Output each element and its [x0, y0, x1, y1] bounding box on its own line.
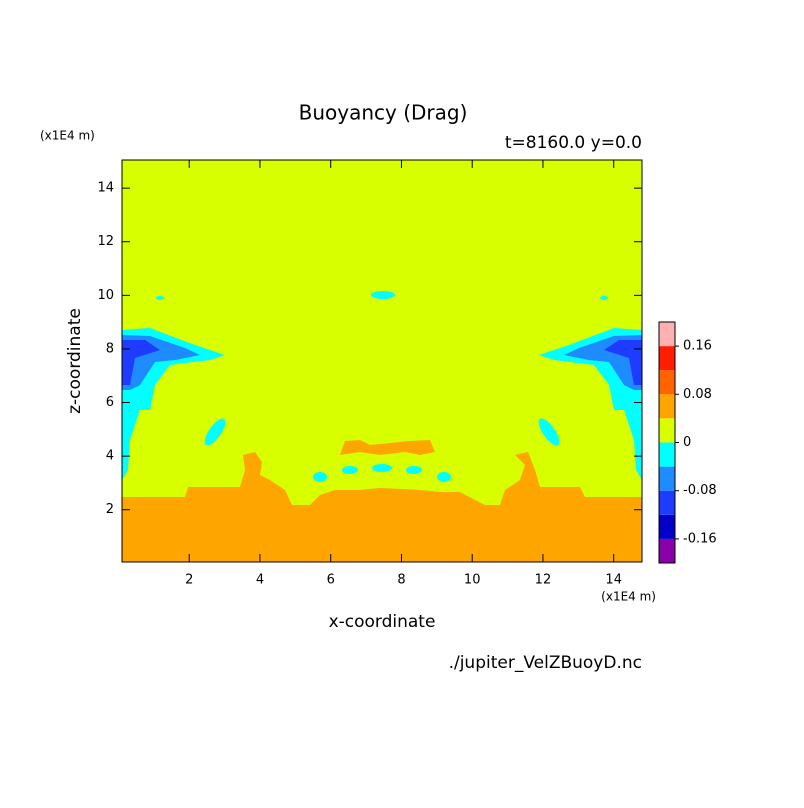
chart-subtitle: t=8160.0 y=0.0	[505, 133, 642, 153]
colorbar-band	[659, 370, 675, 395]
x-tick-label: 12	[535, 573, 552, 588]
colorbar-band	[659, 442, 675, 467]
y-tick-label: 4	[106, 449, 114, 464]
contour-region	[538, 418, 560, 446]
colorbar-band	[659, 322, 675, 347]
colorbar-band	[659, 514, 675, 539]
colorbar-band	[659, 466, 675, 491]
source-label: ./jupiter_VelZBuoyD.nc	[449, 653, 642, 673]
plot-frame	[121, 159, 643, 563]
contour-region	[372, 464, 392, 472]
contour-region	[340, 440, 435, 455]
contour-region	[313, 472, 327, 482]
x-tick-label: 2	[185, 573, 193, 588]
colorbar-band	[659, 418, 675, 443]
x-tick-label: 4	[256, 573, 264, 588]
contour-field	[122, 160, 642, 562]
y-tick-label: 2	[106, 502, 114, 517]
colorbar-band	[659, 394, 675, 419]
colorbar-tick-label: -0.16	[683, 531, 717, 546]
contour-region	[371, 291, 395, 299]
contour-region	[204, 418, 226, 446]
contour-region	[406, 466, 422, 474]
y-tick-label: 10	[97, 288, 114, 303]
x-axis-label: x-coordinate	[329, 612, 436, 632]
colorbar-band	[659, 490, 675, 515]
y-unit: (x1E4 m)	[40, 129, 95, 143]
colorbar-tick-label: 0.08	[683, 387, 712, 402]
x-tick-label: 10	[464, 573, 481, 588]
colorbar-tick-label: 0	[683, 435, 691, 450]
x-tick-label: 14	[605, 573, 622, 588]
colorbar-band	[659, 538, 675, 563]
colorbar-tick-label: 0.16	[683, 339, 712, 354]
y-axis-label: z-coordinate	[65, 308, 85, 414]
x-tick-label: 6	[327, 573, 335, 588]
y-tick-label: 14	[97, 181, 114, 196]
x-tick-label: 8	[397, 573, 405, 588]
y-tick-label: 8	[106, 341, 114, 356]
chart-title: Buoyancy (Drag)	[299, 101, 468, 125]
contour-region	[122, 340, 160, 385]
contour-region	[437, 472, 451, 482]
contour-region	[156, 296, 164, 300]
x-unit: (x1E4 m)	[601, 590, 656, 604]
y-tick-label: 12	[97, 234, 114, 249]
contour-region	[604, 340, 642, 385]
contour-region	[342, 466, 358, 474]
colorbar-band	[659, 346, 675, 371]
colorbar-tick-label: -0.08	[683, 483, 717, 498]
y-tick-label: 6	[106, 395, 114, 410]
contour-region	[122, 452, 642, 562]
contour-region	[600, 296, 608, 300]
